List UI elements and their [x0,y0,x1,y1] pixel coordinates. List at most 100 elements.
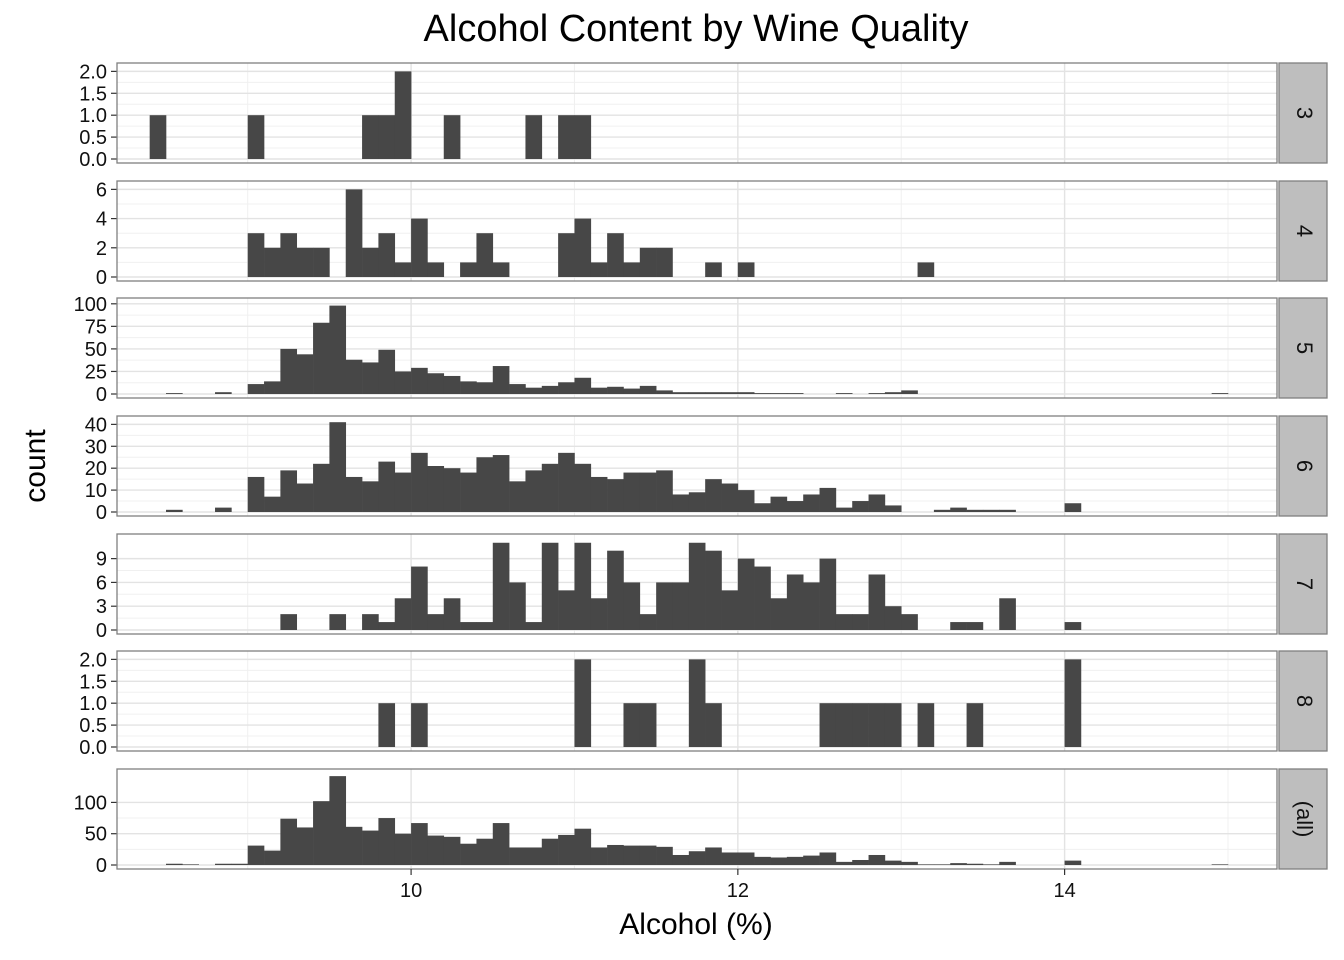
facet-panel-0: 0.00.51.01.52.0 3 [79,61,1328,171]
histogram-bar [737,392,755,394]
histogram-bar [541,838,559,865]
panel-border [116,297,1278,399]
histogram-bar [460,622,477,630]
histogram-bar [296,483,314,512]
histogram-bar [884,703,902,747]
histogram-bar [492,262,510,277]
y-tick-label: 0.5 [79,715,107,737]
histogram-bar [623,845,641,865]
histogram-bar [345,476,363,512]
histogram-bar [231,863,249,865]
y-tick-label: 25 [85,361,107,383]
histogram-bar [345,826,363,865]
histogram-bar [525,470,543,512]
y-tick-label: 75 [85,316,107,338]
histogram-bar [933,509,951,512]
histogram-bar [656,247,673,277]
histogram-bar [607,233,624,277]
histogram-bar [411,566,428,630]
histogram-bar [574,218,592,277]
histogram-bar [819,558,837,630]
histogram-bar [427,373,445,394]
histogram-bar [574,659,592,747]
histogram-bar [607,844,624,865]
histogram-bar [280,470,298,512]
histogram-bar [362,481,379,512]
histogram-bar [754,393,771,394]
facet-strip [1278,415,1328,517]
histogram-bar [411,452,428,512]
y-tick-label: 9 [96,549,107,571]
histogram-bar [362,247,379,277]
panel-border [116,415,1278,517]
histogram-bar [166,393,183,394]
histogram-bar [182,864,199,865]
histogram-bar [149,115,167,159]
histogram-bar [1064,503,1082,512]
y-tick-label: 50 [85,824,107,846]
histogram-bar [394,262,412,277]
y-tick-label: 0 [96,267,107,289]
histogram-bar [280,614,298,630]
y-tick-label: 0 [96,384,107,406]
histogram-bar [247,233,265,277]
histogram-bar [427,835,445,865]
histogram-bar [264,381,281,394]
histogram-bar [639,845,657,865]
histogram-bar [868,574,886,630]
histogram-bar [835,861,853,865]
histogram-bar [378,233,396,277]
y-tick-label: 0.5 [79,127,107,149]
histogram-bar [754,566,771,630]
histogram-bar [476,622,494,630]
histogram-bar [672,392,690,394]
histogram-bar [492,823,510,865]
facet-strip [1278,297,1328,399]
histogram-bar [394,472,412,512]
histogram-bar [329,614,347,630]
histogram-bar [558,590,575,630]
y-tick-label: 2.0 [79,61,107,83]
panel-border [116,533,1278,635]
histogram-bar [835,393,853,394]
histogram-bar [590,262,608,277]
histogram-bar [868,703,886,747]
histogram-bar [688,542,706,630]
histogram-bar [313,322,330,394]
histogram-bar [999,861,1016,865]
facet-panel-5: 0.00.51.01.52.0 8 [79,649,1328,759]
histogram-bar [705,479,722,512]
facet-strip [1278,62,1328,164]
facet-panel-1: 0 2 4 6 4 [96,179,1328,289]
histogram-bar [329,776,347,865]
facet-strip-label: 8 [1292,695,1317,707]
histogram-bar [705,392,722,394]
histogram-bar [460,381,477,394]
histogram-bar [443,468,461,512]
histogram-bar [427,262,445,277]
histogram-bar [394,71,412,159]
y-tick-label: 2.0 [79,649,107,671]
histogram-bar [835,507,853,512]
histogram-bar [1064,622,1082,630]
histogram-bar [443,598,461,630]
histogram-bar [656,846,673,865]
histogram-bar [688,851,706,865]
histogram-bar [786,574,804,630]
histogram-bar [329,305,347,394]
histogram-bar [950,507,967,512]
histogram-bar [705,262,722,277]
histogram-bar [590,387,608,394]
histogram-bar [525,622,543,630]
y-tick-label: 0 [96,620,107,642]
histogram-bar [476,233,494,277]
histogram-bar [280,818,298,865]
histogram-bar [623,388,641,394]
histogram-bar [541,463,559,512]
y-tick-label: 100 [74,294,107,316]
histogram-bar [737,558,755,630]
histogram-bar [672,494,690,512]
histogram-bar [786,393,804,394]
histogram-bar [950,622,967,630]
